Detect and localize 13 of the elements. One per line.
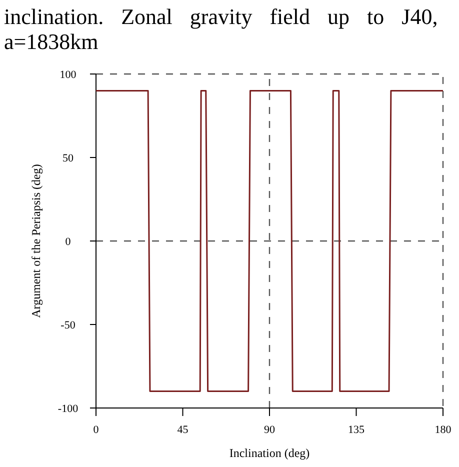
y-tick-label: -50 — [60, 320, 76, 332]
y-tick-label: 50 — [62, 152, 74, 164]
x-tick-label: 0 — [93, 424, 100, 436]
x-tick-label: 90 — [264, 424, 276, 436]
chart-title: inclination. Zonal gravity field up to J40, a=1838km — [4, 4, 438, 54]
x-tick-label: 135 — [348, 424, 365, 436]
y-axis-title: Argument of the Periapsis (deg) — [29, 164, 43, 318]
x-tick-label: 45 — [177, 424, 189, 436]
x-tick-label: 180 — [434, 424, 452, 436]
x-axis-title: Inclination (deg) — [229, 446, 310, 460]
y-tick-label: 0 — [65, 236, 72, 248]
y-tick-label: 100 — [60, 69, 77, 81]
y-tick-label: -100 — [58, 403, 79, 415]
